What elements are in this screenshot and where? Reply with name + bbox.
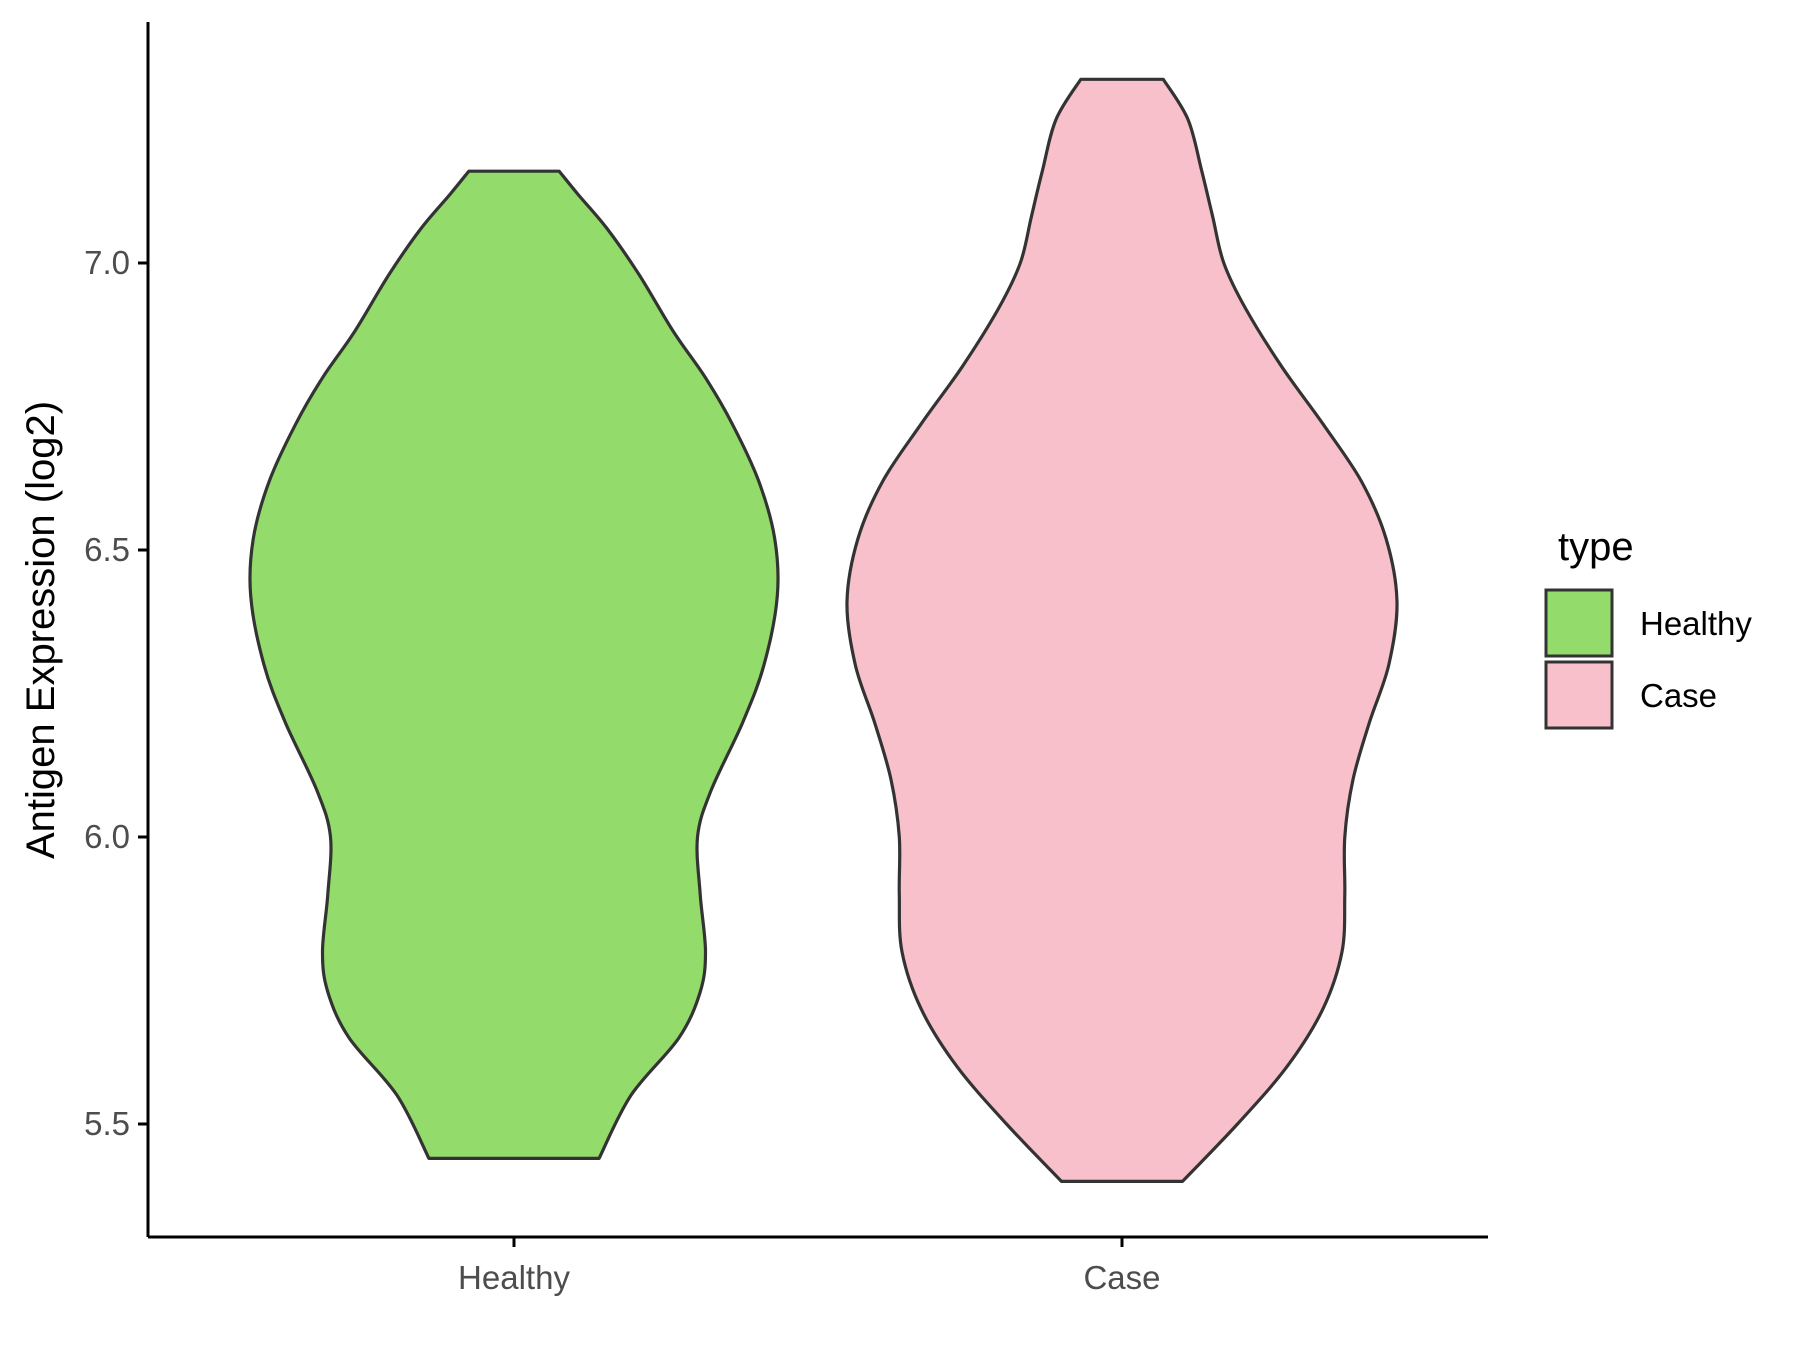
legend-items: Healthy Case <box>1544 588 1752 730</box>
legend: type Healthy Case <box>1544 525 1752 730</box>
legend-label-case: Case <box>1640 677 1717 714</box>
y-axis-title: Antigen Expression (log2) <box>19 401 63 859</box>
x-tick-label: Healthy <box>458 1259 570 1296</box>
legend-swatch-case <box>1544 660 1614 730</box>
x-axis-ticks: Healthy Case <box>458 1237 1161 1296</box>
violin-healthy <box>248 169 780 1160</box>
y-tick-label: 7.0 <box>84 244 130 281</box>
y-tick-label: 5.5 <box>84 1105 130 1142</box>
violin-case <box>845 77 1399 1183</box>
legend-label-healthy: Healthy <box>1640 605 1752 642</box>
y-axis-ticks: 5.5 6.0 6.5 7.0 <box>84 244 148 1142</box>
y-tick-label: 6.0 <box>84 818 130 855</box>
legend-swatch-healthy <box>1544 588 1614 658</box>
y-tick-label: 6.5 <box>84 531 130 568</box>
x-tick-label: Case <box>1083 1259 1160 1296</box>
legend-title: type <box>1558 525 1634 569</box>
violin-layer <box>248 77 1399 1183</box>
